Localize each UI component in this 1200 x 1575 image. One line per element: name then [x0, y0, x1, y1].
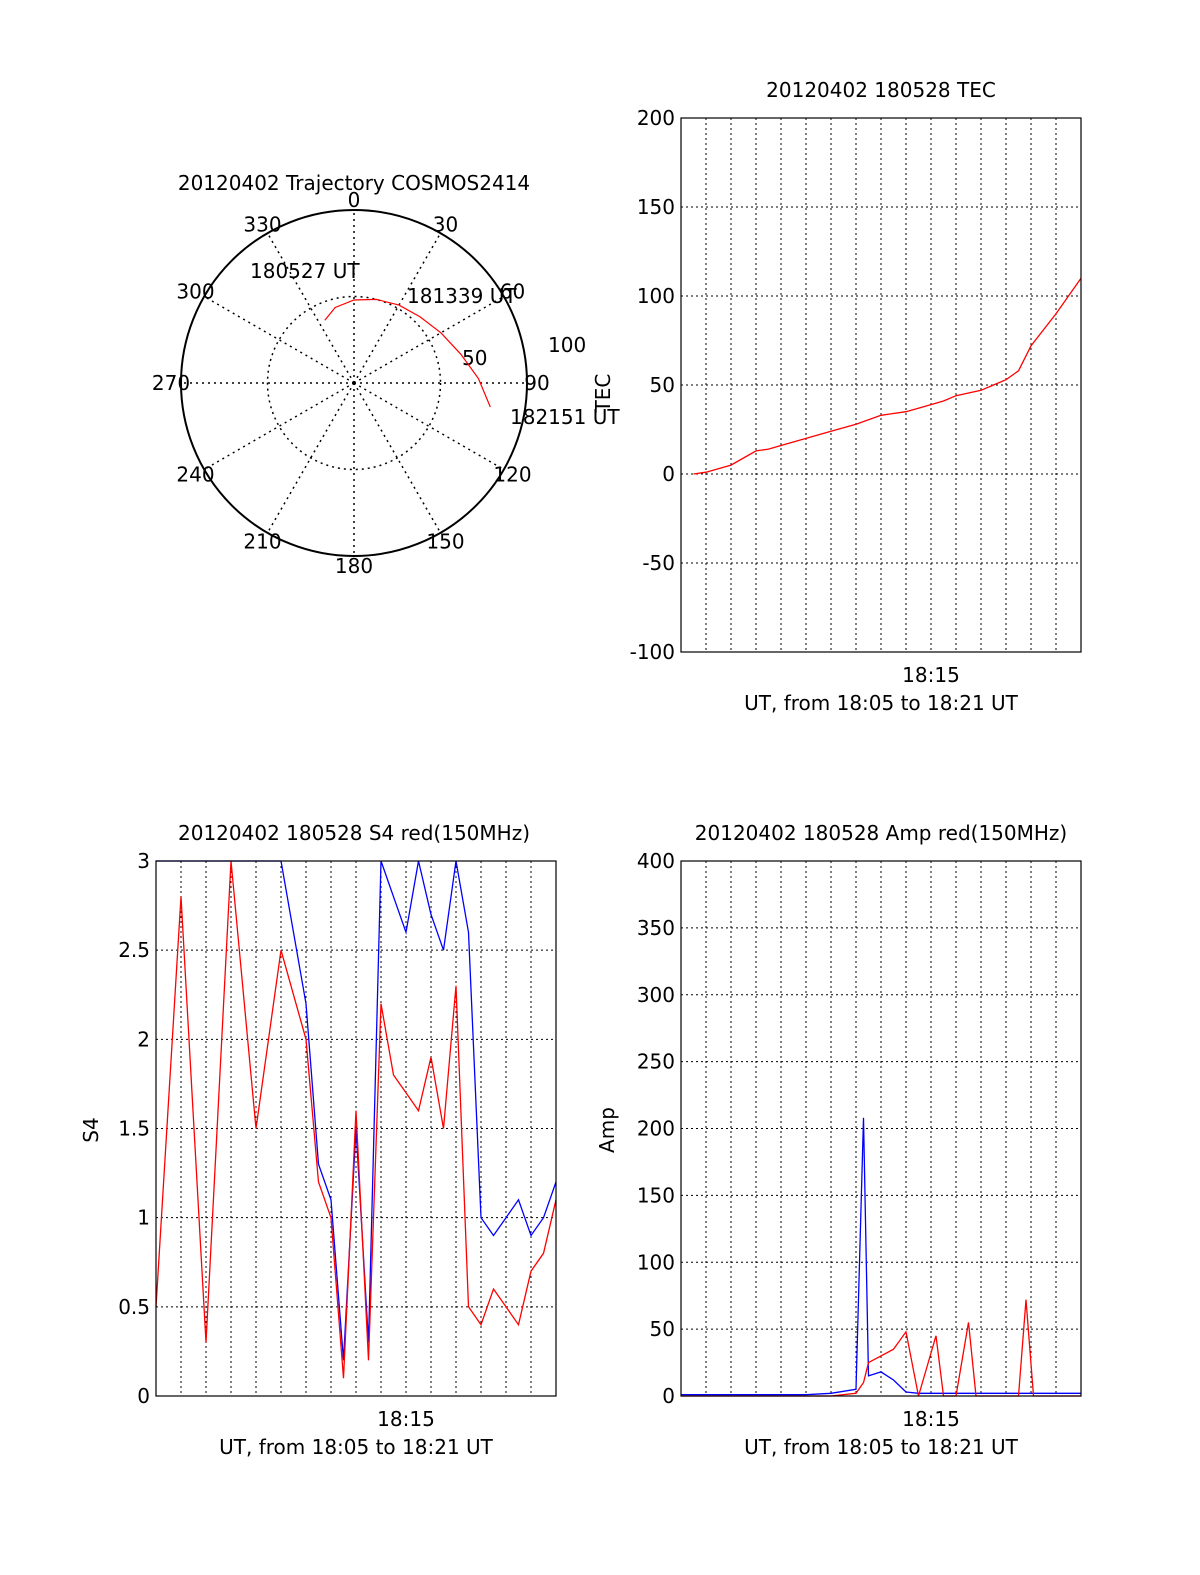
polar-outer-circle: [180, 209, 528, 557]
amp-xtick: 18:15: [902, 1407, 960, 1431]
polar-azimuth-labels: 0 30 60 90 120 150 180 210 240 270 300 330: [152, 188, 550, 578]
polar-azimuth-label: 180: [335, 554, 373, 578]
amp-ylabel: Amp: [595, 1107, 619, 1153]
polar-azimuth-label: 60: [500, 280, 525, 304]
series-line-0: [693, 277, 1082, 475]
y-tick-label: 400: [637, 849, 675, 873]
amp-panel: 20120402 180528 Amp red(150MHz) 0 50 100 15…: [595, 821, 1082, 1459]
y-tick-label: 200: [637, 106, 675, 130]
y-tick-label: 250: [637, 1050, 675, 1074]
polar-elevation-label-100: 100: [548, 333, 586, 357]
y-tick-label: 300: [637, 983, 675, 1007]
s4-series: [155, 860, 557, 1379]
polar-azimuth-label: 210: [243, 529, 281, 553]
y-tick-label: 150: [637, 1183, 675, 1207]
polar-azimuth-label: 300: [176, 280, 214, 304]
y-tick-label: 0.5: [118, 1295, 150, 1319]
y-tick-label: 1: [137, 1206, 150, 1230]
tec-xtick: 18:15: [902, 663, 960, 687]
polar-spoke: [266, 232, 355, 384]
s4-title: 20120402 180528 S4 red(150MHz): [178, 821, 530, 845]
y-tick-label: 150: [637, 195, 675, 219]
polar-spoke: [203, 295, 355, 384]
polar-spoke: [353, 382, 442, 534]
tec-title: 20120402 180528 TEC: [766, 78, 996, 102]
amp-title: 20120402 180528 Amp red(150MHz): [695, 821, 1067, 845]
amp-xlabel: UT, from 18:05 to 18:21 UT: [744, 1435, 1019, 1459]
polar-azimuth-label: 0: [348, 188, 361, 212]
polar-azimuth-label: 240: [176, 463, 214, 487]
y-tick-label: 50: [650, 373, 675, 397]
trajectory-start-label: 180527 UT: [250, 259, 360, 283]
polar-elevation-label-50: 50: [462, 346, 487, 370]
polar-ring-50: [266, 295, 442, 471]
series-line-0: [156, 860, 557, 1361]
series-line-1: [155, 860, 557, 1379]
s4-ticks: 0 0.5 1 1.5 2 2.5 3: [118, 849, 150, 1408]
polar-azimuth-label: 330: [243, 213, 281, 237]
s4-panel: 20120402 180528 S4 red(150MHz) 0 0.5 1 1.5 2…: [79, 821, 557, 1459]
tec-frame: [680, 117, 1082, 653]
y-tick-label: 3: [137, 849, 150, 873]
tec-ticks: -100 -50 0 50 100 150 200: [630, 106, 675, 664]
polar-azimuth-label: 120: [493, 463, 531, 487]
amp-ticks: 0 50 100 150 200 250 300 350 400: [637, 849, 675, 1408]
polar-spoke: [353, 232, 442, 384]
y-tick-label: 50: [650, 1317, 675, 1341]
s4-frame: [155, 860, 557, 1397]
polar-title: 20120402 Trajectory COSMOS2414: [178, 171, 530, 195]
y-tick-label: 0: [662, 1384, 675, 1408]
y-tick-label: 100: [637, 284, 675, 308]
amp-frame: [680, 860, 1082, 1397]
polar-trajectory-panel: 20120402 Trajectory COSMOS2414 0 30 60 90 12…: [152, 171, 620, 578]
trajectory-end-label: 182151 UT: [510, 405, 620, 429]
s4-xtick: 18:15: [377, 1407, 435, 1431]
y-tick-label: 100: [637, 1250, 675, 1274]
s4-xlabel: UT, from 18:05 to 18:21 UT: [219, 1435, 494, 1459]
s4-ylabel: S4: [79, 1117, 103, 1142]
tec-grid: [681, 118, 1081, 652]
y-tick-label: -100: [630, 640, 675, 664]
tec-series: [693, 277, 1082, 475]
polar-spoke: [353, 295, 505, 384]
polar-trajectory-line: [324, 298, 491, 408]
y-tick-label: 0: [137, 1384, 150, 1408]
polar-azimuth-label: 90: [524, 371, 549, 395]
s4-grid: [156, 861, 556, 1396]
polar-spoke: [353, 382, 505, 471]
tec-ylabel: TEC: [591, 374, 615, 414]
y-tick-label: 350: [637, 916, 675, 940]
y-tick-label: 2.5: [118, 938, 150, 962]
y-tick-label: -50: [642, 551, 675, 575]
polar-spoke: [203, 382, 355, 471]
polar-grid: [180, 209, 528, 557]
amp-grid: [681, 861, 1081, 1396]
y-tick-label: 200: [637, 1117, 675, 1141]
y-tick-label: 2: [137, 1027, 150, 1051]
y-tick-label: 0: [662, 462, 675, 486]
tec-panel: 20120402 180528 TEC -100-50050100150200 …: [591, 78, 1082, 715]
polar-azimuth-label: 150: [426, 529, 464, 553]
polar-azimuth-label: 270: [152, 371, 190, 395]
polar-spoke: [266, 382, 355, 534]
polar-azimuth-label: 30: [433, 213, 458, 237]
tec-xlabel: UT, from 18:05 to 18:21 UT: [744, 691, 1019, 715]
y-tick-label: 1.5: [118, 1117, 150, 1141]
trajectory-mid-label: 181339 UT: [407, 284, 517, 308]
